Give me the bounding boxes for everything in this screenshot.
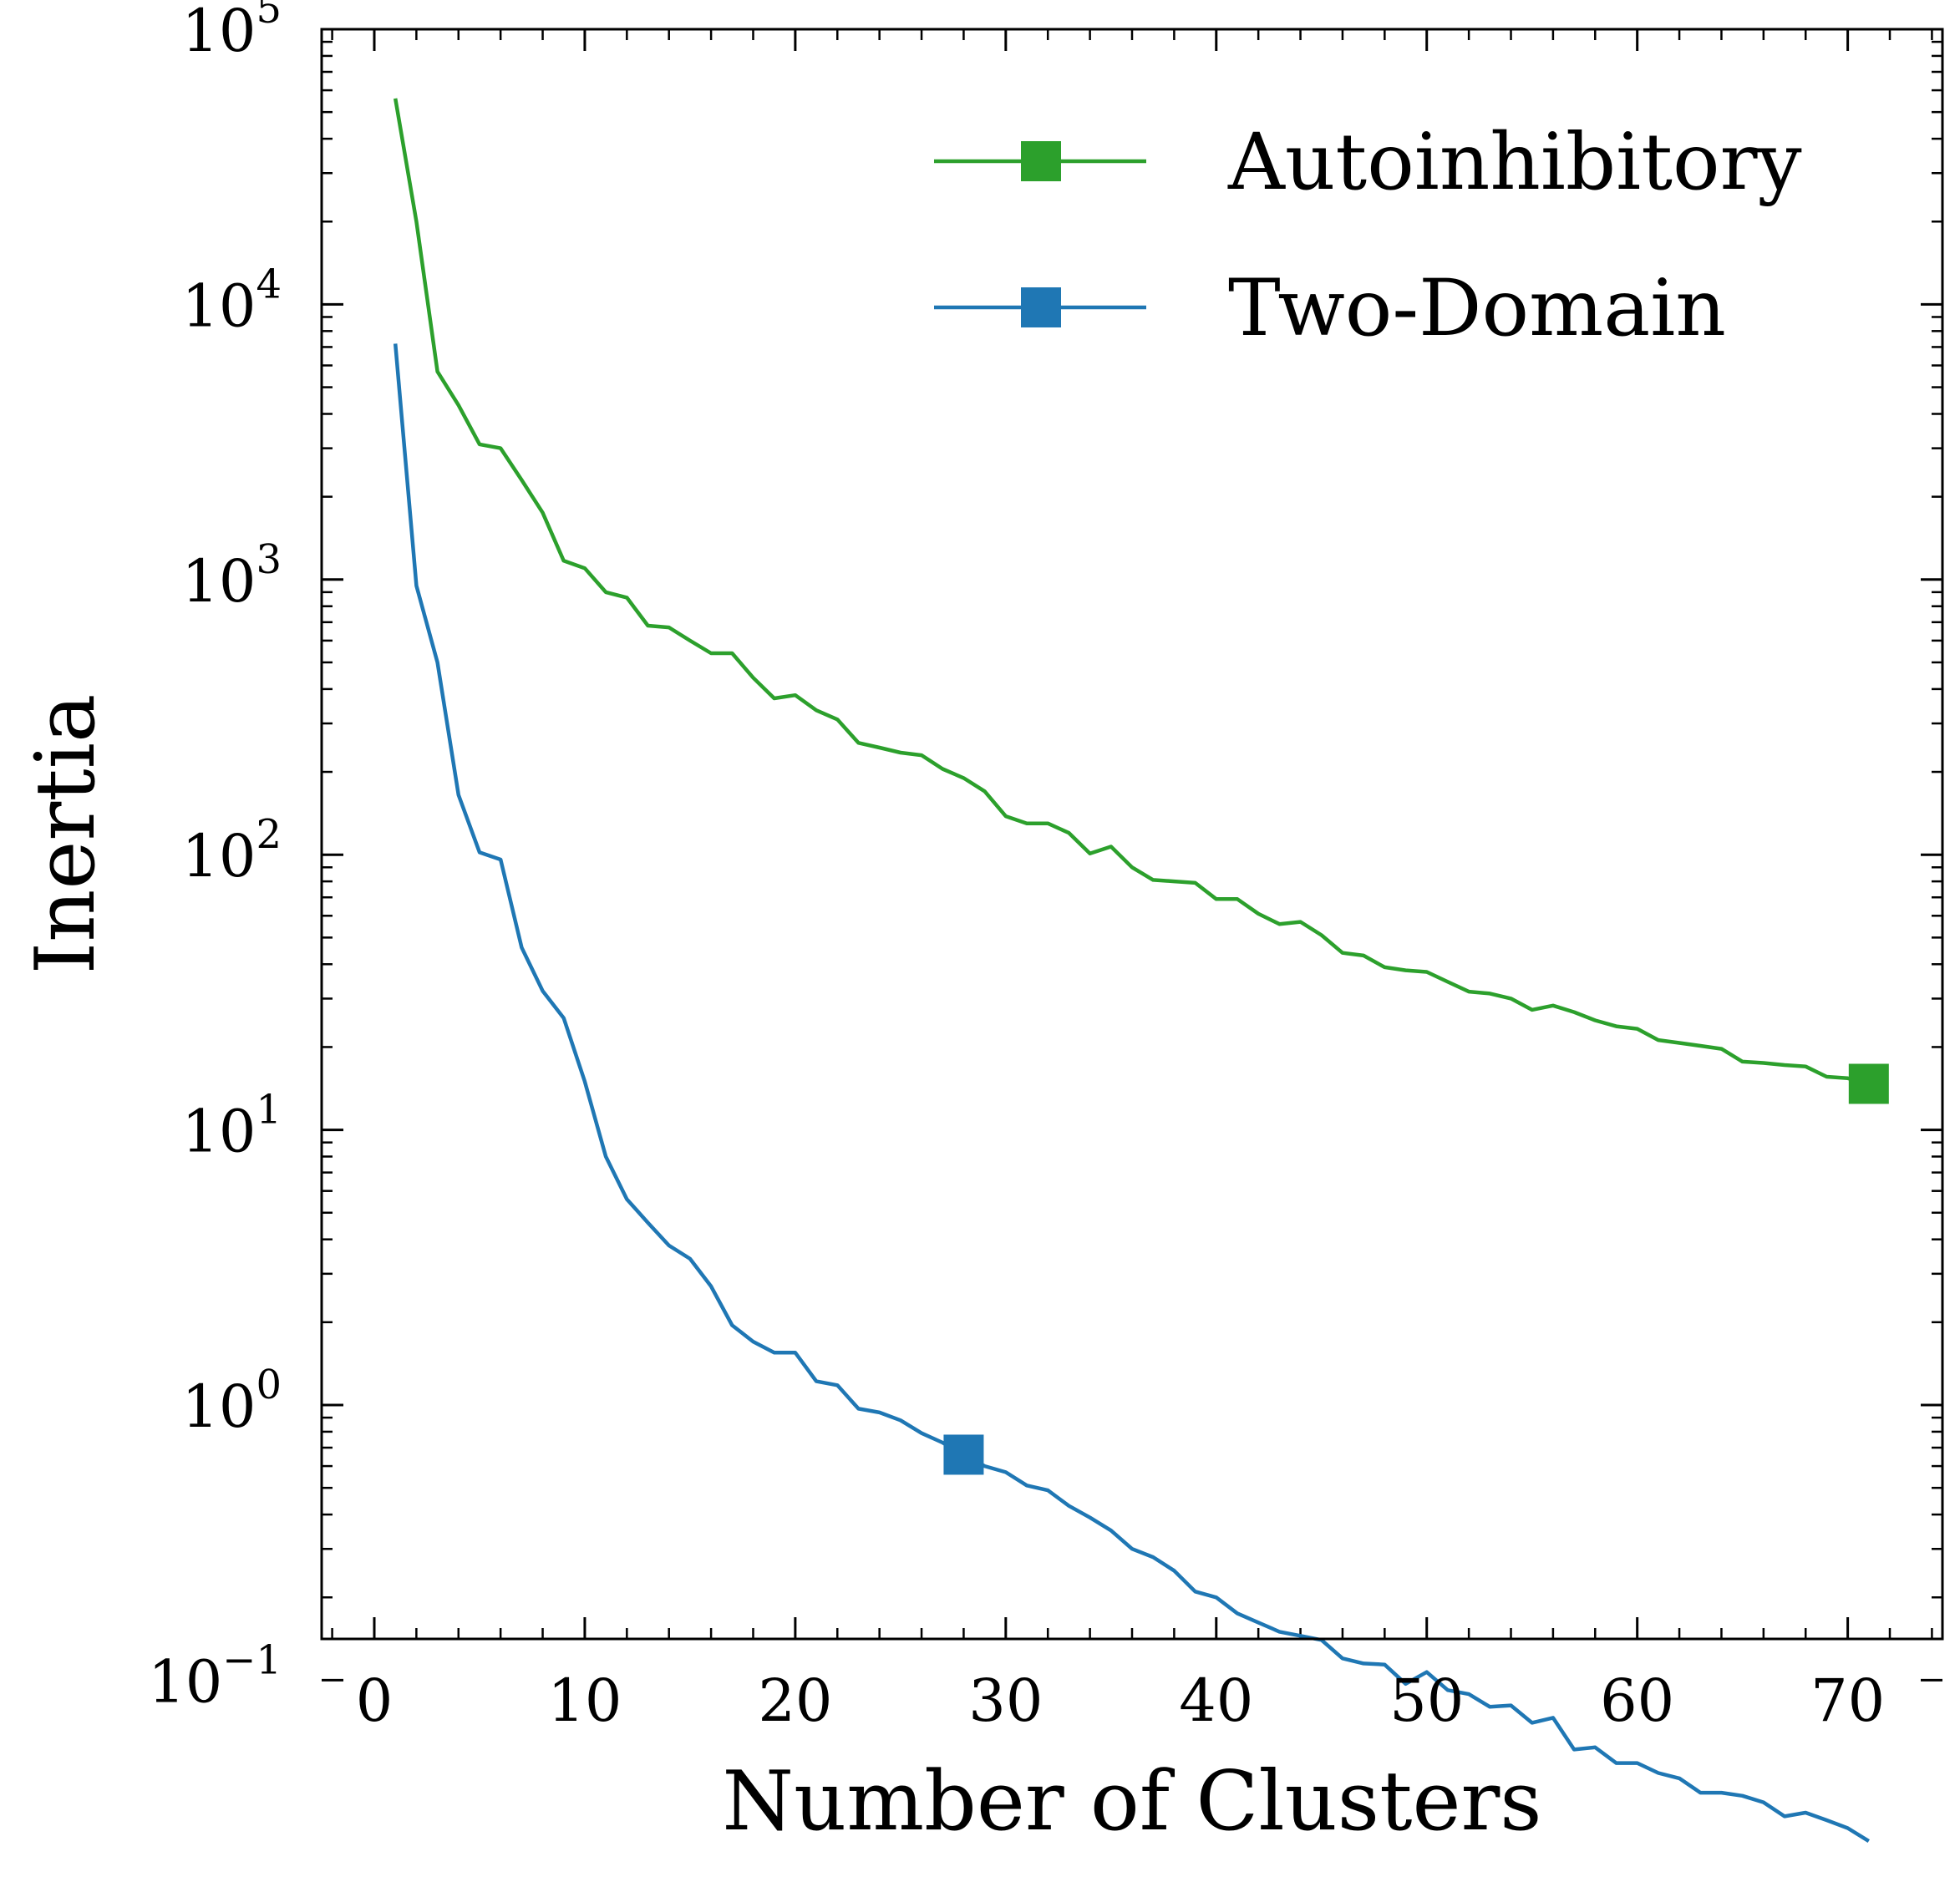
x-tick-label: 30 bbox=[968, 1666, 1043, 1735]
legend: Autoinhibitory Two-Domain bbox=[934, 117, 1802, 354]
legend-item-two-domain: Two-Domain bbox=[934, 263, 1726, 354]
series-line-autoinhibitory bbox=[393, 98, 1870, 1086]
y-tick-label: 102 bbox=[181, 811, 282, 890]
x-tick-label: 60 bbox=[1600, 1666, 1674, 1735]
legend-label-two-domain: Two-Domain bbox=[1228, 263, 1726, 354]
legend-marker-two-domain bbox=[1021, 287, 1061, 327]
x-tick-label: 0 bbox=[356, 1666, 394, 1735]
labels-layer: 0 10 20 30 40 50 60 70 10−1 100 101 102 103 104 105 bbox=[148, 0, 1885, 1735]
legend-marker-autoinhibitory bbox=[1021, 141, 1061, 181]
plot-frame bbox=[320, 28, 1944, 1641]
legend-item-autoinhibitory: Autoinhibitory bbox=[934, 117, 1802, 208]
y-tick-label: 10−1 bbox=[148, 1636, 282, 1716]
series-line-two-domain bbox=[393, 343, 1870, 1844]
y-tick-label: 105 bbox=[181, 0, 282, 65]
x-axis-title: Number of Clusters bbox=[722, 1754, 1541, 1849]
ticks-layer bbox=[322, 28, 1942, 1682]
x-tick-label: 50 bbox=[1389, 1666, 1464, 1735]
y-tick-label: 101 bbox=[181, 1087, 282, 1166]
series-marker-autoinhibitory bbox=[1848, 1063, 1889, 1104]
y-tick-label: 103 bbox=[181, 536, 282, 616]
x-tick-label: 20 bbox=[758, 1666, 832, 1735]
series-layer bbox=[393, 98, 1889, 1844]
series-marker-two-domain bbox=[943, 1434, 984, 1475]
y-tick-label: 100 bbox=[181, 1362, 282, 1441]
legend-label-autoinhibitory: Autoinhibitory bbox=[1227, 117, 1802, 208]
y-tick-label: 104 bbox=[181, 261, 282, 340]
x-tick-label: 10 bbox=[547, 1666, 622, 1735]
x-tick-label: 70 bbox=[1810, 1666, 1885, 1735]
y-axis-title: Inertia bbox=[18, 694, 114, 975]
x-tick-label: 40 bbox=[1179, 1666, 1253, 1735]
